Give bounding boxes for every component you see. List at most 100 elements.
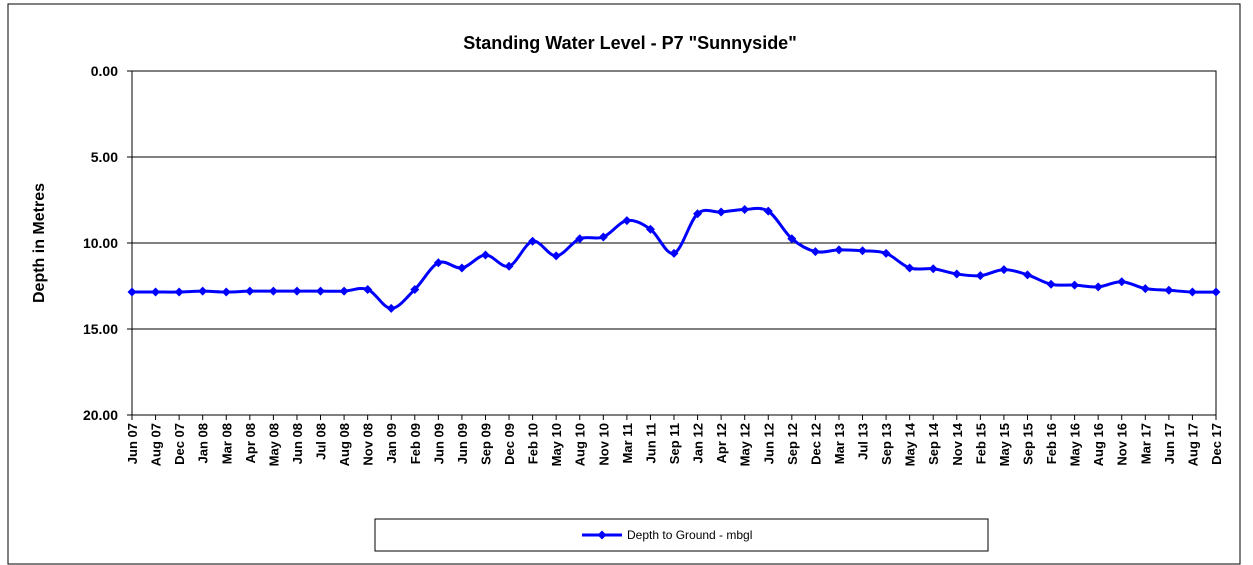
data-point (292, 286, 302, 296)
data-point (174, 287, 184, 297)
x-tick-label: Jun 09 (431, 423, 446, 464)
x-tick-label: May 15 (997, 423, 1012, 466)
legend-marker (597, 530, 607, 540)
data-point (221, 287, 231, 297)
data-point (881, 248, 891, 258)
x-tick-label: Dec 17 (1209, 423, 1224, 465)
data-point (575, 234, 585, 244)
x-tick-label: Mar 17 (1138, 423, 1153, 464)
x-tick-label: Sep 13 (879, 423, 894, 465)
x-tick-label: Sep 11 (667, 423, 682, 464)
x-tick-label: Nov 08 (361, 423, 376, 466)
y-tick-label: 10.00 (83, 235, 118, 251)
x-tick-label: Sep 14 (926, 422, 941, 465)
x-tick-label: Jan 08 (196, 423, 211, 463)
x-tick-label: Jun 08 (290, 423, 305, 464)
data-point (1022, 270, 1032, 280)
data-point (339, 286, 349, 296)
data-point (928, 264, 938, 274)
y-tick-label: 15.00 (83, 321, 118, 337)
data-point (763, 206, 773, 216)
data-point (410, 284, 420, 294)
data-point (1140, 284, 1150, 294)
data-point (810, 247, 820, 257)
x-tick-label: Mar 08 (219, 423, 234, 464)
data-point (834, 245, 844, 255)
legend-label: Depth to Ground - mbgl (627, 528, 752, 542)
y-tick-label: 5.00 (91, 149, 118, 165)
data-point (1187, 287, 1197, 297)
data-point (598, 232, 608, 242)
x-tick-label: May 08 (266, 423, 281, 466)
data-point (645, 224, 655, 234)
data-point (999, 265, 1009, 275)
x-tick-label: Jun 17 (1162, 423, 1177, 464)
chart-frame (7, 3, 1241, 565)
x-tick-label: May 12 (738, 423, 753, 466)
x-tick-label: Jun 11 (643, 423, 658, 463)
x-tick-label: May 10 (549, 423, 564, 466)
data-point (1117, 277, 1127, 287)
data-point (1070, 280, 1080, 290)
data-point (1211, 287, 1221, 297)
chart-title: Standing Water Level - P7 "Sunnyside" (463, 33, 796, 53)
data-point (551, 251, 561, 261)
y-axis-label: Depth in Metres (31, 183, 48, 303)
data-point (151, 287, 161, 297)
x-tick-label: Jul 08 (314, 423, 329, 460)
x-tick-label: May 14 (903, 422, 918, 466)
x-tick-label: Aug 17 (1185, 423, 1200, 466)
x-tick-label: Sep 12 (785, 423, 800, 465)
x-tick-label: Sep 15 (1020, 423, 1035, 465)
x-tick-label: Sep 09 (478, 423, 493, 465)
x-tick-label: Feb 15 (973, 423, 988, 464)
data-point (316, 286, 326, 296)
data-point (787, 234, 797, 244)
x-tick-label: Apr 08 (243, 423, 258, 463)
x-tick-label: Aug 07 (149, 423, 164, 466)
x-tick-label: Jul 13 (856, 423, 871, 460)
y-tick-label: 0.00 (91, 63, 118, 79)
legend (374, 518, 989, 552)
x-tick-label: Jun 09 (455, 423, 470, 464)
x-tick-label: Feb 10 (526, 423, 541, 464)
x-tick-label: Nov 16 (1115, 423, 1130, 466)
data-point (245, 286, 255, 296)
x-tick-label: Jun 07 (125, 423, 140, 464)
data-point (952, 269, 962, 279)
x-tick-label: Aug 16 (1091, 423, 1106, 466)
data-point (504, 261, 514, 271)
x-tick-label: Apr 12 (714, 423, 729, 463)
data-point (363, 284, 373, 294)
x-tick-label: Aug 10 (573, 423, 588, 466)
data-point (528, 236, 538, 246)
data-point (1164, 285, 1174, 295)
x-tick-label: Dec 07 (172, 423, 187, 465)
y-tick-label: 20.00 (83, 407, 118, 423)
x-tick-label: Jun 12 (761, 423, 776, 464)
x-tick-label: Nov 10 (596, 423, 611, 466)
data-point (669, 248, 679, 258)
data-point (1093, 282, 1103, 292)
x-tick-label: Mar 13 (832, 423, 847, 464)
x-tick-label: Dec 12 (808, 423, 823, 465)
x-tick-label: Dec 09 (502, 423, 517, 465)
data-point (858, 246, 868, 256)
x-tick-label: Aug 08 (337, 423, 352, 466)
x-tick-label: Jan 09 (384, 423, 399, 463)
data-point (740, 204, 750, 214)
data-point (386, 303, 396, 313)
data-point (268, 286, 278, 296)
data-point (975, 271, 985, 281)
data-point (457, 263, 467, 273)
data-point (1046, 279, 1056, 289)
data-point (127, 287, 137, 297)
x-tick-label: Jan 12 (691, 423, 706, 463)
data-point (716, 207, 726, 217)
data-point (622, 216, 632, 226)
data-point (198, 286, 208, 296)
data-point (693, 209, 703, 219)
x-tick-label: Feb 16 (1044, 423, 1059, 464)
data-point (480, 250, 490, 260)
